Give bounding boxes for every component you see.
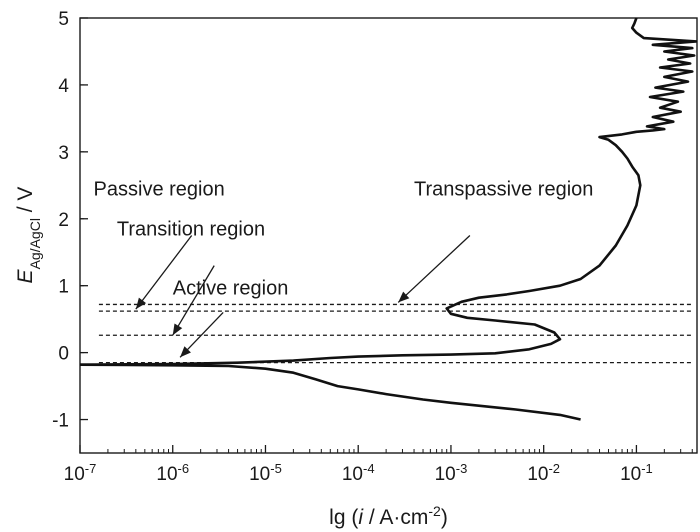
svg-text:lg (i / A·cm-2): lg (i / A·cm-2): [329, 503, 448, 529]
annotation-label: Transpassive region: [414, 178, 593, 200]
plot-frame: [79, 17, 698, 454]
y-axis-title: EAg/AgCl / V: [14, 187, 43, 284]
annotation-label: Active region: [173, 277, 289, 299]
annotation-arrow-line: [135, 235, 193, 310]
y-axis-ticks: -1 0 1 2 3 4 5: [52, 9, 88, 432]
annotation-arrow-head: [180, 346, 191, 358]
annotation-arrow-head: [398, 291, 410, 303]
y-axis-title-variable: E: [14, 268, 37, 283]
y-tick-label: 4: [58, 76, 69, 97]
x-tick-exponent: -4: [363, 461, 375, 476]
x-tick-label: 10-7: [64, 461, 97, 486]
annotations: Passive region Transition region Active re…: [94, 178, 593, 358]
x-axis-title-suffix: ): [441, 506, 448, 529]
y-axis-title-unit: / V: [14, 187, 37, 219]
y-tick-label: 5: [58, 9, 69, 30]
x-tick-base: 10: [342, 464, 363, 485]
annotation-label: Passive region: [94, 178, 225, 200]
x-tick-exponent: -5: [270, 461, 282, 476]
y-tick-label: 1: [58, 277, 69, 298]
x-tick-exponent: -7: [85, 461, 97, 476]
x-axis-title-variable: i: [358, 506, 364, 529]
x-tick-base: 10: [435, 464, 456, 485]
x-tick-exponent: -2: [548, 461, 560, 476]
x-axis-title: lg (i / A·cm-2): [329, 503, 448, 529]
x-tick-base: 10: [156, 464, 177, 485]
x-tick-exponent: -3: [456, 461, 468, 476]
annotation-arrow-head: [135, 297, 147, 310]
cathodic-branch: [79, 363, 581, 421]
series-group: [79, 17, 698, 421]
x-axis-ticks: 10-7 10-6 10-5 10-4 10-3 10-2 10-1: [64, 445, 693, 485]
x-axis-title-exponent: -2: [428, 503, 441, 519]
y-tick-label: -1: [52, 411, 69, 432]
y-tick-label: 2: [58, 210, 69, 231]
x-tick-base: 10: [620, 464, 641, 485]
x-tick-label: 10-3: [435, 461, 468, 486]
y-axis-title-subscript: Ag/AgCl: [27, 218, 43, 269]
svg-text:EAg/AgCl / V: EAg/AgCl / V: [14, 187, 43, 284]
x-tick-label: 10-2: [527, 461, 560, 486]
y-tick-label: 0: [58, 344, 69, 365]
x-tick-exponent: -6: [178, 461, 190, 476]
annotation-label: Transition region: [117, 219, 265, 241]
x-tick-label: 10-4: [342, 461, 375, 486]
annotation-arrow-line: [397, 235, 471, 303]
x-tick-label: 10-6: [156, 461, 189, 486]
annotation-arrow-line: [172, 265, 215, 336]
annotation-arrow-head: [172, 323, 183, 336]
x-tick-base: 10: [64, 464, 85, 485]
reference-lines: [98, 303, 691, 364]
x-tick-exponent: -1: [641, 461, 653, 476]
x-tick-label: 10-1: [620, 461, 653, 486]
x-tick-base: 10: [527, 464, 548, 485]
y-tick-label: 3: [58, 143, 69, 164]
anodic-branch: [79, 17, 698, 366]
x-axis-title-unit: / A·cm: [363, 506, 428, 529]
x-tick-label: 10-5: [249, 461, 282, 486]
x-axis-title-prefix: lg (: [329, 506, 358, 529]
x-tick-base: 10: [249, 464, 270, 485]
